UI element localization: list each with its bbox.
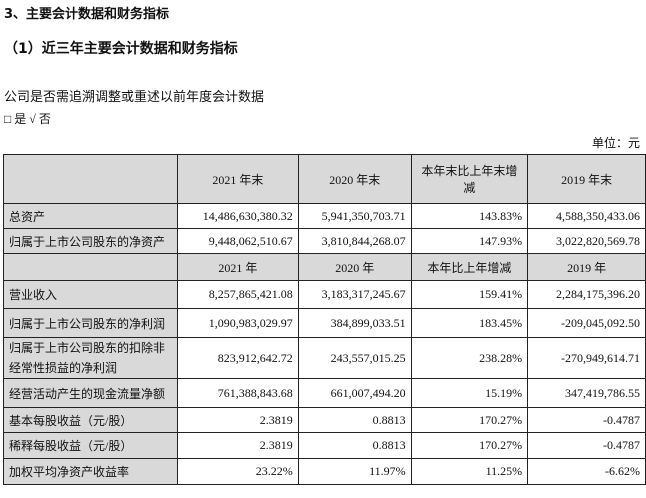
row-label — [3, 253, 178, 281]
table-row: 归属于上市公司股东的扣除非经常性损益的净利润 823,912,642.72 243,… — [3, 337, 646, 379]
row-label: 总资产 — [3, 203, 178, 229]
table-cell: 11.25% — [410, 458, 529, 485]
table-row: 加权平均净资产收益率 23.22% 11.97% 11.25% -6.62% — [3, 458, 646, 485]
table-cell: 8,257,865,421.08 — [176, 280, 299, 309]
table-row: 总资产 14,486,630,380.32 5,941,350,703.71 143.… — [3, 203, 646, 229]
row-label: 加权平均净资产收益率 — [3, 458, 178, 485]
table-cell: 147.93% — [410, 228, 529, 254]
table-cell: 5,941,350,703.71 — [297, 203, 412, 229]
table-cell: 2.3819 — [176, 407, 299, 433]
table-row: 经营活动产生的现金流量净额 761,388,843.68 661,007,494.2… — [3, 378, 646, 408]
row-label: 基本每股收益（元/股） — [3, 407, 178, 433]
table-cell: 143.83% — [410, 203, 529, 229]
table-cell: 238.28% — [410, 337, 529, 379]
table-cell: 2021 年 — [176, 253, 299, 281]
table-row: 稀释每股收益（元/股） 2.3819 0.8813 170.27% -0.4787 — [3, 432, 646, 459]
table-header-row: 2021 年末 2020 年末 本年末比上年末增减 2019 年末 — [3, 154, 646, 204]
table-cell: 3,022,820,569.78 — [527, 228, 646, 254]
row-label: 归属于上市公司股东的净利润 — [3, 308, 178, 338]
table-cell: -6.62% — [527, 458, 646, 485]
table-row: 归属于上市公司股东的净资产 9,448,062,510.67 3,810,844,2… — [3, 228, 646, 254]
table-cell: 本年末比上年末增减 — [410, 154, 529, 204]
table-cell: -0.4787 — [527, 407, 646, 433]
subsection-heading: （1）近三年主要会计数据和财务指标 — [4, 41, 238, 57]
table-cell: 159.41% — [410, 280, 529, 309]
row-label: 经营活动产生的现金流量净额 — [3, 378, 178, 408]
table-cell: 2020 年 — [297, 253, 412, 281]
table-cell: 2.3819 — [176, 432, 299, 459]
financial-data-table: 2021 年末 2020 年末 本年末比上年末增减 2019 年末 总资产 14,486,… — [3, 154, 646, 485]
table-cell: 1,090,983,029.97 — [176, 308, 299, 338]
table-cell: 2019 年 — [527, 253, 646, 281]
table-cell: 761,388,843.68 — [176, 378, 299, 408]
table-row: 归属于上市公司股东的净利润 1,090,983,029.97 384,899,033… — [3, 308, 646, 338]
row-label — [3, 154, 178, 204]
table-cell: 243,557,015.25 — [297, 337, 412, 379]
table-cell: 170.27% — [410, 432, 529, 459]
table-cell: 2020 年末 — [297, 154, 412, 204]
table-cell: 3,810,844,268.07 — [297, 228, 412, 254]
table-cell: 170.27% — [410, 407, 529, 433]
unit-label: 单位：元 — [591, 136, 640, 150]
row-label: 稀释每股收益（元/股） — [3, 432, 178, 459]
restatement-options: □ 是 √ 否 — [4, 112, 51, 126]
table-cell: -209,045,092.50 — [527, 308, 646, 338]
table-header-row: 2021 年 2020 年本年比上年增减 2019 年 — [3, 253, 646, 281]
table-cell: 4,588,350,433.06 — [527, 203, 646, 229]
row-label: 归属于上市公司股东的净资产 — [3, 228, 178, 254]
section-heading: 3、主要会计数据和财务指标 — [4, 7, 170, 22]
table-cell: 23.22% — [176, 458, 299, 485]
table-cell: 823,912,642.72 — [176, 337, 299, 379]
table-cell: 9,448,062,510.67 — [176, 228, 299, 254]
table-cell: 2021 年末 — [176, 154, 299, 204]
table-cell: -270,949,614.71 — [527, 337, 646, 379]
table-cell: 11.97% — [297, 458, 412, 485]
table-cell: 2,284,175,396.20 — [527, 280, 646, 309]
table-cell: 384,899,033.51 — [297, 308, 412, 338]
table-row: 营业收入 8,257,865,421.08 3,183,317,245.67 159.… — [3, 280, 646, 309]
row-label: 归属于上市公司股东的扣除非经常性损益的净利润 — [3, 337, 178, 379]
table-cell: 183.45% — [410, 308, 529, 338]
table-cell: 347,419,786.55 — [527, 378, 646, 408]
table-cell: 本年比上年增减 — [410, 253, 529, 281]
table-cell: -0.4787 — [527, 432, 646, 459]
table-cell: 0.8813 — [297, 407, 412, 433]
table-cell: 0.8813 — [297, 432, 412, 459]
restatement-question: 公司是否需追溯调整或重述以前年度会计数据 — [4, 89, 265, 104]
table-cell: 14,486,630,380.32 — [176, 203, 299, 229]
table-cell: 2019 年末 — [527, 154, 646, 204]
table-row: 基本每股收益（元/股） 2.3819 0.8813 170.27% -0.4787 — [3, 407, 646, 433]
table-cell: 15.19% — [410, 378, 529, 408]
row-label: 营业收入 — [3, 280, 178, 309]
table-cell: 661,007,494.20 — [297, 378, 412, 408]
table-cell: 3,183,317,245.67 — [297, 280, 412, 309]
